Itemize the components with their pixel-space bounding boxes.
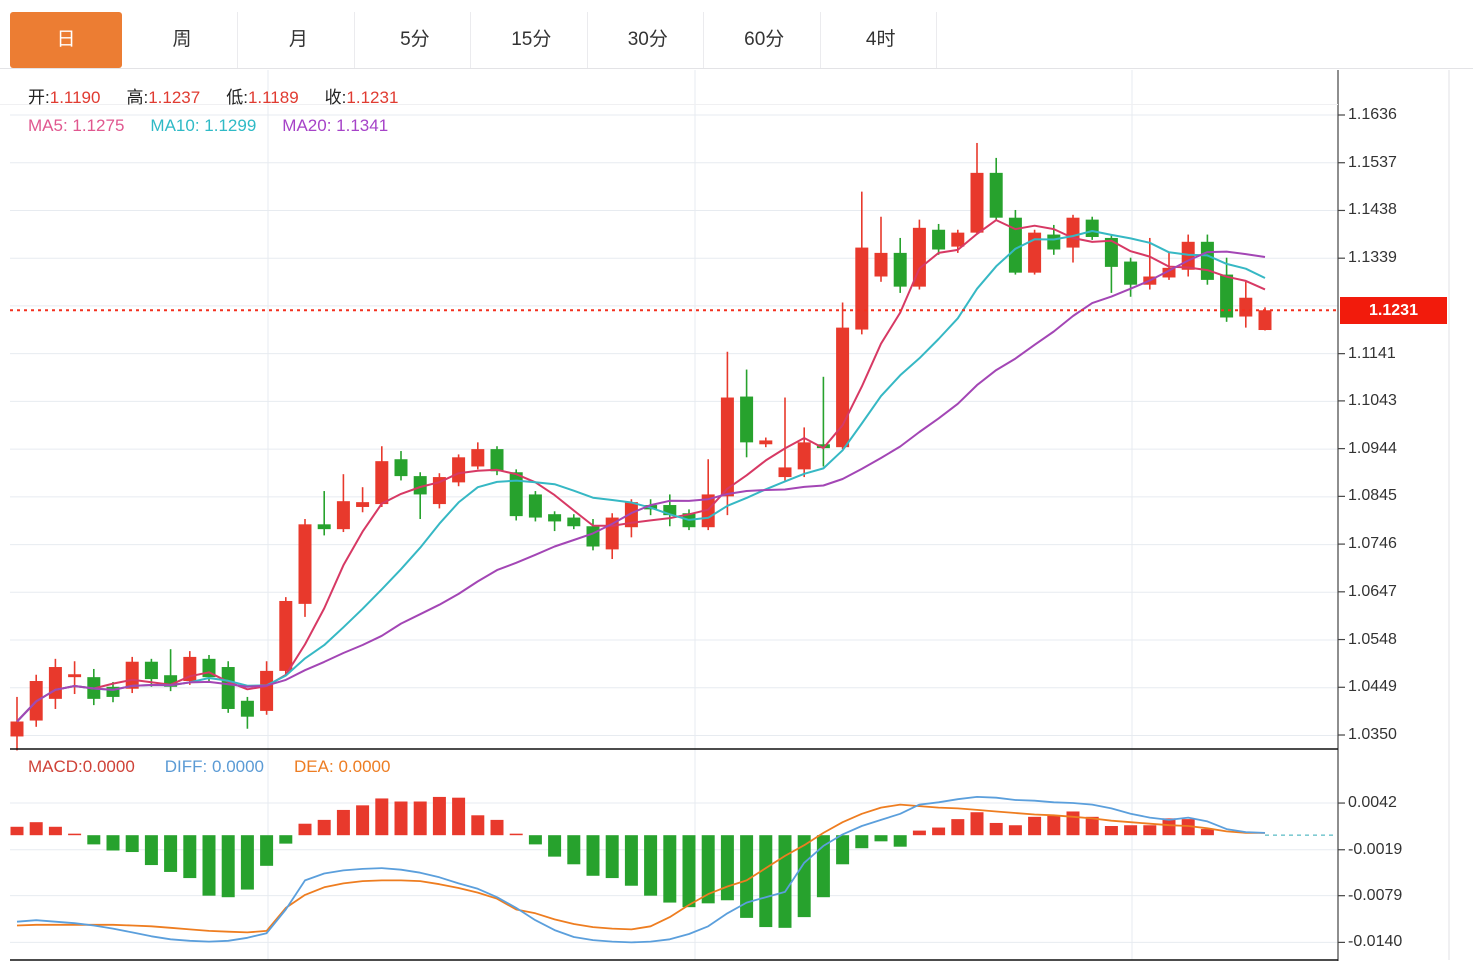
price-axis-label: 1.0350 xyxy=(1348,726,1397,743)
diff-value-legend: DIFF: 0.0000 xyxy=(164,757,265,776)
price-axis-label: 1.0944 xyxy=(1348,439,1397,457)
tab-month[interactable]: 月 xyxy=(242,12,355,68)
ma10-legend: MA10: 1.1299 xyxy=(150,116,257,135)
macd-legend: MACD:0.0000 DIFF: 0.0000 DEA: 0.0000 xyxy=(28,757,390,777)
open-value: 1.1190 xyxy=(49,88,101,107)
ohlc-legend: 开:1.1190 高:1.1237 低:1.1189 收:1.1231 xyxy=(28,83,424,108)
tab-60min[interactable]: 60分 xyxy=(708,12,821,68)
macd-axis-label: 0.0042 xyxy=(1348,794,1397,812)
macd-axis-label: -0.0019 xyxy=(1348,840,1403,858)
tab-4hour[interactable]: 4时 xyxy=(825,12,938,68)
price-axis-label: 1.0647 xyxy=(1348,582,1397,600)
price-axis-label: 1.1636 xyxy=(1348,106,1397,123)
price-axis-label: 1.1043 xyxy=(1348,391,1397,409)
price-axis-label: 1.0746 xyxy=(1348,535,1397,553)
high-label: 高: xyxy=(126,88,149,107)
price-axis-label: 1.0449 xyxy=(1348,678,1397,696)
close-label: 收: xyxy=(324,88,347,107)
ma20-legend: MA20: 1.1341 xyxy=(282,116,389,135)
macd-axis-label: -0.0079 xyxy=(1348,886,1403,904)
tab-30min[interactable]: 30分 xyxy=(592,12,705,68)
tab-5min[interactable]: 5分 xyxy=(359,12,472,68)
low-value: 1.1189 xyxy=(247,88,299,107)
price-axis-label: 1.1339 xyxy=(1348,249,1397,267)
legend-separator xyxy=(0,104,1338,105)
tab-week[interactable]: 周 xyxy=(126,12,239,68)
ma5-legend: MA5: 1.1275 xyxy=(28,116,125,135)
macd-value-legend: MACD:0.0000 xyxy=(28,757,135,776)
price-axis-label: 1.0548 xyxy=(1348,630,1397,648)
interval-tabbar: 日 周 月 5分 15分 30分 60分 4时 xyxy=(0,0,1473,69)
price-axis-label: 1.1537 xyxy=(1348,153,1397,171)
last-price-tag: 1.1231 xyxy=(1340,296,1447,324)
dea-value-legend: DEA: 0.0000 xyxy=(294,757,391,776)
close-value: 1.1231 xyxy=(346,88,399,107)
low-label: 低: xyxy=(226,88,248,107)
price-axis-label: 1.0845 xyxy=(1348,487,1397,505)
ma-legend: MA5: 1.1275 MA10: 1.1299 MA20: 1.1341 xyxy=(28,116,388,136)
open-label: 开: xyxy=(28,88,50,107)
macd-axis-label: -0.0140 xyxy=(1348,933,1403,951)
tab-15min[interactable]: 15分 xyxy=(475,12,588,68)
price-axis-label: 1.1141 xyxy=(1348,344,1396,362)
high-value: 1.1237 xyxy=(148,88,201,107)
price-axis-label: 1.1438 xyxy=(1348,201,1397,219)
tab-day[interactable]: 日 xyxy=(10,12,122,68)
